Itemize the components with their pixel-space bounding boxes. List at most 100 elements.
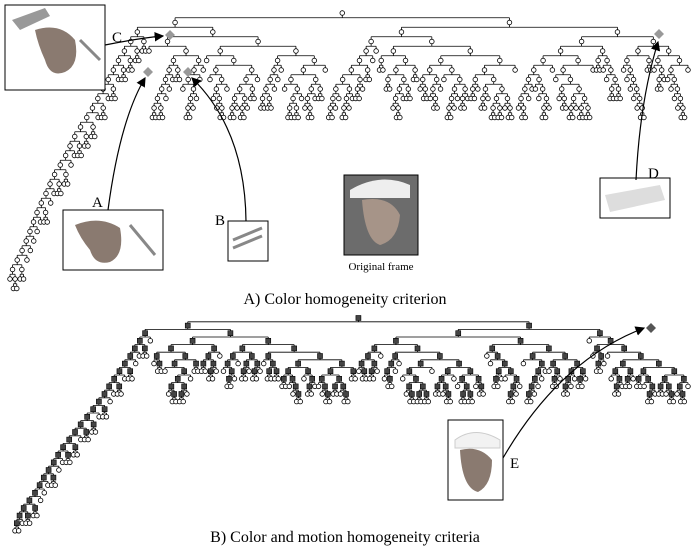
node	[523, 87, 528, 92]
node	[111, 68, 116, 73]
node	[616, 392, 621, 397]
node	[85, 414, 90, 419]
node	[438, 87, 443, 92]
node	[397, 361, 402, 366]
node	[250, 87, 255, 92]
node	[78, 422, 83, 427]
node	[379, 58, 384, 63]
node	[516, 106, 521, 111]
node	[176, 68, 181, 73]
node	[532, 392, 537, 397]
node	[408, 96, 413, 101]
node	[418, 87, 423, 92]
node	[562, 96, 567, 101]
node	[241, 369, 246, 374]
node	[543, 115, 548, 120]
node	[48, 182, 53, 187]
node	[617, 376, 622, 381]
node	[539, 377, 544, 382]
node	[369, 369, 374, 374]
node	[374, 49, 379, 54]
node	[367, 77, 372, 82]
node	[340, 11, 345, 16]
node	[46, 468, 51, 473]
node	[167, 68, 172, 73]
node	[528, 399, 533, 404]
node	[599, 354, 604, 359]
node	[128, 354, 133, 359]
node	[302, 377, 307, 382]
node	[546, 346, 551, 351]
node	[164, 96, 169, 101]
node	[473, 77, 478, 82]
node	[604, 77, 609, 82]
node	[122, 361, 127, 366]
node	[208, 77, 213, 82]
node	[450, 68, 455, 73]
node	[417, 392, 422, 397]
node	[598, 369, 603, 374]
node	[90, 106, 95, 111]
node	[519, 96, 524, 101]
node	[91, 407, 96, 412]
node	[587, 115, 592, 120]
node	[391, 106, 396, 111]
node	[531, 68, 536, 73]
node	[402, 77, 407, 82]
node	[287, 106, 292, 111]
node	[638, 354, 643, 359]
node	[217, 96, 222, 101]
node	[665, 77, 670, 82]
node	[308, 106, 313, 111]
node	[491, 77, 496, 82]
node	[400, 377, 405, 382]
node	[206, 354, 211, 359]
node	[508, 106, 513, 111]
node	[25, 513, 30, 518]
node	[214, 68, 219, 73]
node	[58, 163, 63, 168]
node	[64, 172, 69, 177]
node	[537, 96, 542, 101]
node	[614, 384, 619, 389]
node	[456, 331, 461, 336]
node	[173, 20, 178, 25]
node	[181, 399, 186, 404]
node	[609, 377, 614, 382]
node	[430, 369, 435, 374]
node	[476, 376, 481, 381]
node	[256, 39, 261, 44]
node	[666, 384, 671, 389]
node	[172, 392, 177, 397]
node	[282, 87, 287, 92]
node	[418, 361, 423, 366]
node	[664, 392, 669, 397]
node	[587, 339, 592, 344]
node	[152, 106, 157, 111]
node	[568, 77, 573, 82]
node	[274, 369, 279, 374]
node	[45, 220, 50, 225]
node	[498, 58, 503, 63]
node	[472, 96, 477, 101]
node	[389, 384, 394, 389]
node	[393, 369, 398, 374]
node	[249, 68, 254, 73]
node	[553, 77, 558, 82]
node	[620, 361, 625, 366]
node	[526, 392, 531, 397]
node	[446, 392, 451, 397]
node	[631, 96, 636, 101]
node	[169, 384, 174, 389]
node	[186, 106, 191, 111]
node	[403, 58, 408, 63]
node	[447, 106, 452, 111]
node	[420, 77, 425, 82]
node	[293, 384, 298, 389]
node	[552, 376, 557, 381]
node	[203, 369, 208, 374]
node	[455, 384, 460, 389]
node	[137, 58, 142, 63]
node	[357, 96, 362, 101]
label-b: B	[215, 213, 225, 229]
